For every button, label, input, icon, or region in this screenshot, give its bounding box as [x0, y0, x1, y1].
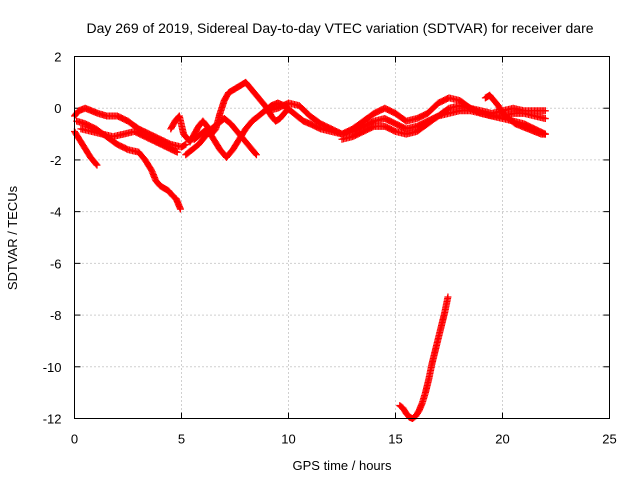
data-layer: [71, 78, 549, 422]
data-series-arc-i: [338, 102, 549, 143]
x-tick-label: 0: [71, 432, 78, 447]
data-point: [541, 107, 549, 115]
x-tick-label: 25: [602, 432, 616, 447]
data-point: [251, 150, 259, 158]
data-point: [541, 115, 549, 123]
data-series-arc-d: [77, 125, 181, 156]
x-tick-label: 20: [495, 432, 509, 447]
data-point: [541, 130, 549, 138]
y-tick-label: -6: [50, 256, 62, 271]
data-point: [93, 161, 101, 169]
data-point: [176, 205, 184, 213]
y-tick-label: -10: [43, 360, 62, 375]
data-point: [173, 148, 181, 156]
y-tick-label: -2: [50, 153, 62, 168]
y-tick-label: 0: [54, 101, 61, 116]
data-point: [252, 151, 260, 159]
x-tick-label: 15: [388, 432, 402, 447]
chart-title: Day 269 of 2019, Sidereal Day-to-day VTE…: [86, 20, 593, 36]
x-tick-label: 10: [281, 432, 295, 447]
y-tick-label: -4: [50, 205, 62, 220]
y-axis-label: SDTVAR / TECUs: [5, 185, 20, 290]
data-series-arc-k: [396, 293, 452, 422]
y-tick-label: 2: [54, 50, 61, 65]
data-point: [92, 160, 100, 168]
y-tick-label: -12: [43, 412, 62, 427]
data-series-arc-j: [481, 91, 549, 138]
x-tick-label: 5: [178, 432, 185, 447]
data-point: [444, 293, 452, 301]
y-tick-label: -8: [50, 308, 62, 323]
data-point: [182, 140, 190, 148]
x-axis-label: GPS time / hours: [293, 458, 392, 473]
plot-frame: [74, 56, 610, 419]
